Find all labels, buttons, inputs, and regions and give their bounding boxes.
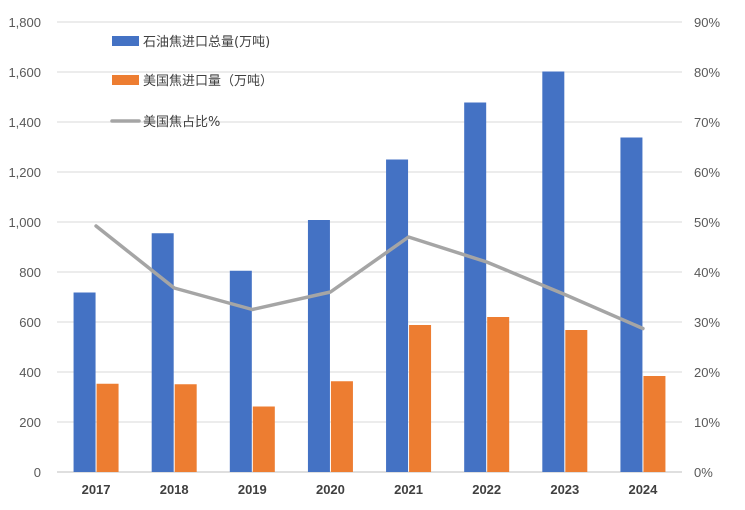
- bar-us-imports: [96, 383, 119, 472]
- right-axis-ticks: 0% 10% 20% 30% 40% 50% 60% 70% 80% 90%: [694, 15, 720, 480]
- left-axis-tick-label: 400: [19, 365, 41, 380]
- right-axis-tick-label: 90%: [694, 15, 720, 30]
- legend-swatch-total-imports: [112, 36, 139, 46]
- bar-us-imports: [174, 384, 197, 472]
- category-labels: 2017 2018 2019 2020 2021 2022 2023 2024: [82, 482, 659, 497]
- legend-label-us-imports: 美国焦进口量（万吨）: [143, 74, 273, 89]
- category-label: 2022: [472, 482, 501, 497]
- bar-total-imports: [464, 102, 487, 472]
- right-axis-tick-label: 0%: [694, 465, 713, 480]
- share-line: [94, 224, 645, 331]
- bar-us-imports: [252, 406, 275, 472]
- left-axis-tick-label: 200: [19, 415, 41, 430]
- category-label: 2018: [160, 482, 189, 497]
- legend-item-us-share: 美国焦占比%: [110, 115, 220, 130]
- right-axis-tick-label: 40%: [694, 265, 720, 280]
- left-axis-tick-label: 1,600: [8, 65, 41, 80]
- bar-us-imports: [487, 317, 510, 472]
- bar-total-imports: [386, 159, 409, 472]
- bars: [73, 71, 666, 472]
- left-axis-tick-label: 1,400: [8, 115, 41, 130]
- bar-total-imports: [620, 137, 643, 472]
- category-label: 2024: [628, 482, 658, 497]
- left-axis-tick-label: 0: [34, 465, 41, 480]
- bar-us-imports: [565, 330, 588, 472]
- right-axis-tick-label: 60%: [694, 165, 720, 180]
- category-label: 2020: [316, 482, 345, 497]
- left-axis-ticks: 0 200 400 600 800 1,000 1,200 1,400 1,600 1,800: [8, 15, 41, 480]
- bar-total-imports: [151, 233, 174, 472]
- legend-item-us-imports: 美国焦进口量（万吨）: [112, 74, 273, 89]
- left-axis-tick-label: 1,000: [8, 215, 41, 230]
- bar-us-imports: [409, 325, 432, 472]
- right-axis-tick-label: 10%: [694, 415, 720, 430]
- category-label: 2017: [82, 482, 111, 497]
- legend-swatch-us-imports: [112, 75, 139, 85]
- category-label: 2021: [394, 482, 423, 497]
- bar-total-imports: [307, 220, 330, 472]
- right-axis-tick-label: 50%: [694, 215, 720, 230]
- right-axis-tick-label: 70%: [694, 115, 720, 130]
- line-us-share: [94, 224, 645, 331]
- left-axis-tick-label: 1,800: [8, 15, 41, 30]
- grid-lines: [57, 21, 682, 473]
- bar-total-imports: [73, 292, 96, 472]
- right-axis-tick-label: 80%: [694, 65, 720, 80]
- left-axis-tick-label: 800: [19, 265, 41, 280]
- left-axis-tick-label: 600: [19, 315, 41, 330]
- bar-total-imports: [542, 71, 565, 472]
- right-axis-tick-label: 20%: [694, 365, 720, 380]
- right-axis-tick-label: 30%: [694, 315, 720, 330]
- legend-item-total-imports: 石油焦进口总量(万吨): [112, 35, 270, 50]
- left-axis-tick-label: 1,200: [8, 165, 41, 180]
- bar-total-imports: [229, 270, 252, 472]
- legend-label-total-imports: 石油焦进口总量(万吨): [143, 35, 270, 50]
- bar-us-imports: [643, 376, 666, 472]
- category-label: 2019: [238, 482, 267, 497]
- category-label: 2023: [550, 482, 579, 497]
- legend-label-us-share: 美国焦占比%: [143, 115, 220, 130]
- bar-us-imports: [330, 381, 353, 472]
- legend: 石油焦进口总量(万吨) 美国焦进口量（万吨） 美国焦占比%: [110, 35, 273, 130]
